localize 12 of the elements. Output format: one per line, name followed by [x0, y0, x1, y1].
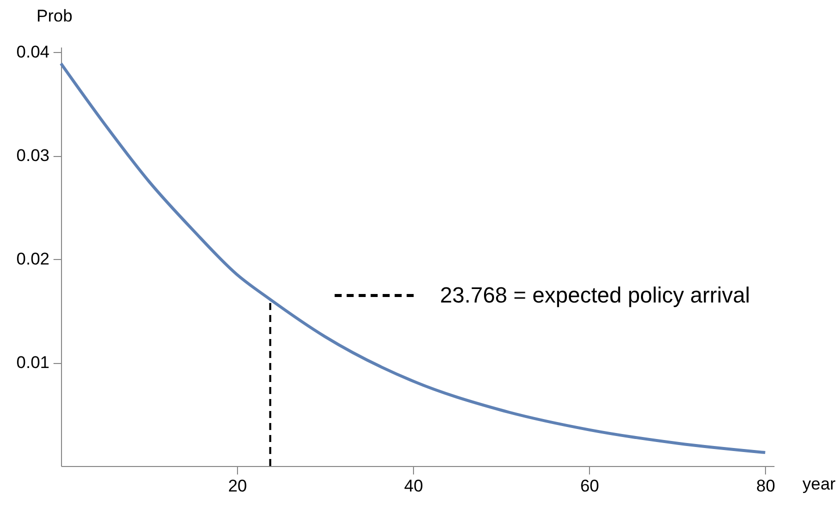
x-tick-label: 80 [756, 476, 776, 496]
x-tick-label: 60 [580, 476, 600, 496]
y-axis-title: Prob [36, 6, 72, 26]
x-tick-label: 40 [404, 476, 424, 496]
legend-label: 23.768 = expected policy arrival [440, 282, 750, 308]
y-tick-label: 0.02 [16, 250, 50, 269]
x-tick-label: 20 [228, 476, 248, 496]
x-axis-title: year [802, 474, 836, 494]
y-tick-label: 0.01 [16, 353, 50, 372]
y-tick-label: 0.04 [16, 42, 50, 62]
line-series [60, 62, 767, 454]
y-tick-label: 0.03 [16, 146, 50, 166]
